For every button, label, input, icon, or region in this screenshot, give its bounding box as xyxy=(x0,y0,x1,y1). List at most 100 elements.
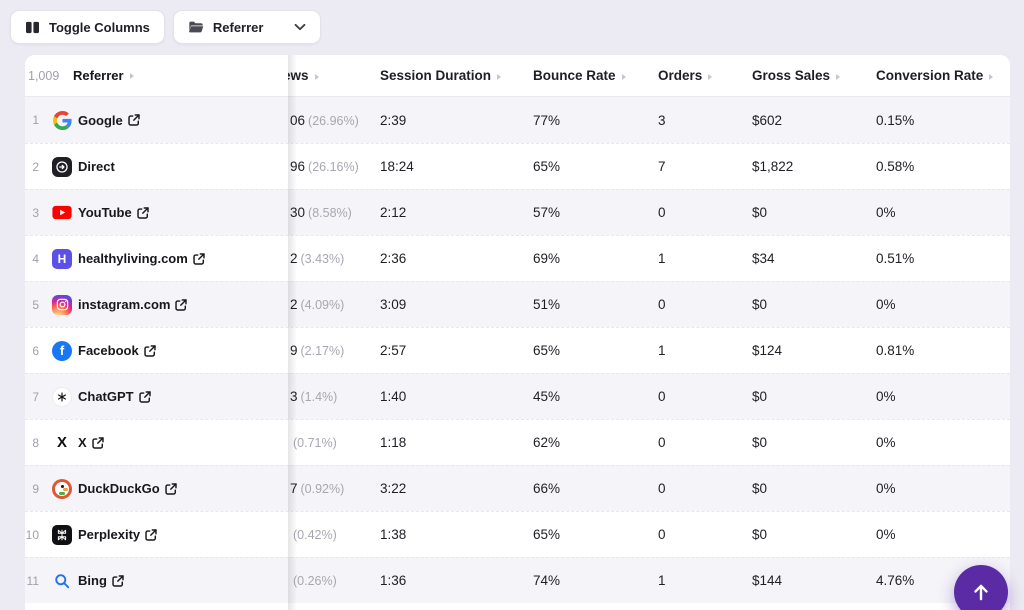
toggle-columns-button[interactable]: Toggle Columns xyxy=(10,10,165,44)
conversion-rate-value: 0% xyxy=(876,527,896,542)
referrer-link[interactable]: DuckDuckGo xyxy=(78,481,160,496)
table-row[interactable]: 10 Perplexity (0.42%) 1:38 65% 0 $0 0% xyxy=(25,511,1010,557)
row-number: 6 xyxy=(32,343,39,358)
table-row[interactable]: 3 YouTube 30 (8.58%) 2:12 57% 0 $0 0% xyxy=(25,189,1010,235)
session-duration-value: 1:36 xyxy=(380,573,407,588)
orders-value: 0 xyxy=(658,389,666,404)
sort-arrow-icon xyxy=(129,72,134,79)
table-row[interactable]: 9 DuckDuckGo 7 (0.92%) 3:22 66% 0 $0 0% xyxy=(25,465,1010,511)
sort-arrow-icon xyxy=(708,74,713,80)
column-header-session-duration[interactable]: Session Duration xyxy=(380,68,533,83)
views-value: 9 xyxy=(290,343,298,358)
views-percent: (0.42%) xyxy=(293,528,337,542)
orders-value: 1 xyxy=(658,573,666,588)
views-percent: (8.58%) xyxy=(308,206,352,220)
external-link-icon[interactable] xyxy=(175,298,188,311)
perplexity-icon xyxy=(52,524,72,545)
views-percent: (2.17%) xyxy=(300,344,345,358)
table-row[interactable]: 1 Google 06 (26.96%) 2:39 77% 3 $602 0.15… xyxy=(25,97,1010,143)
referrer-link[interactable]: X xyxy=(78,435,87,450)
views-percent: (4.09%) xyxy=(300,298,345,312)
external-link-icon[interactable] xyxy=(128,114,140,126)
referrer-filter-button[interactable]: Referrer xyxy=(172,10,322,44)
column-header-bounce-rate[interactable]: Bounce Rate xyxy=(533,68,658,83)
google-favicon-icon xyxy=(52,110,72,130)
referrer-link[interactable]: instagram.com xyxy=(78,297,171,312)
external-link-icon[interactable] xyxy=(143,344,156,357)
orders-value: 1 xyxy=(658,343,666,358)
external-link-icon[interactable] xyxy=(138,390,151,403)
session-duration-value: 1:40 xyxy=(380,389,407,404)
referrer-link[interactable]: healthyliving.com xyxy=(78,251,188,266)
table-row[interactable]: 8 X X (0.71%) 1:18 62% 0 $0 0% xyxy=(25,419,1010,465)
bounce-rate-value: 65% xyxy=(533,527,561,542)
table-row[interactable]: 5 instagram.com 2 (4.09%) 3:09 51% 0 $0 0… xyxy=(25,281,1010,327)
gross-sales-value: $602 xyxy=(752,112,783,128)
external-link-icon[interactable] xyxy=(112,574,124,587)
external-link-icon[interactable] xyxy=(145,528,157,541)
session-duration-value: 2:39 xyxy=(380,112,407,128)
table-row[interactable]: 4 H healthyliving.com 2 (3.43%) 2:36 69% … xyxy=(25,235,1010,281)
views-value: 30 xyxy=(290,205,306,220)
table-row[interactable]: 2 Direct 96 (26.16%) 18:24 65% 7 $1,822 0… xyxy=(25,143,1010,189)
folder-icon xyxy=(188,20,204,34)
total-rows-count: 1,009 xyxy=(28,68,60,83)
views-value: 2 xyxy=(290,251,298,266)
column-header-referrer[interactable]: Referrer xyxy=(73,68,134,83)
conversion-rate-value: 4.76% xyxy=(876,573,915,588)
conversion-rate-value: 0% xyxy=(876,389,896,404)
conversion-rate-value: 0.15% xyxy=(876,112,915,128)
views-percent: (1.4%) xyxy=(300,390,338,404)
views-percent: (3.43%) xyxy=(300,252,345,266)
bounce-rate-value: 69% xyxy=(533,251,561,266)
row-number: 10 xyxy=(25,527,39,542)
table-row[interactable]: 7 ChatGPT 3 (1.4%) 1:40 45% 0 $0 0% xyxy=(25,373,1010,419)
session-duration-value: 3:09 xyxy=(380,297,407,312)
columns-icon xyxy=(25,21,40,34)
column-header-conversion-rate[interactable]: Conversion Rate xyxy=(876,68,1010,83)
conversion-rate-value: 0% xyxy=(876,435,896,450)
bounce-rate-value: 66% xyxy=(533,481,561,496)
referrer-link[interactable]: Bing xyxy=(78,573,107,588)
table-row[interactable]: 6 f Facebook 9 (2.17%) 2:57 65% 1 $124 0.… xyxy=(25,327,1010,373)
external-link-icon[interactable] xyxy=(164,482,177,495)
referrer-link[interactable]: YouTube xyxy=(78,205,132,220)
healthyliving-favicon-icon: H xyxy=(52,248,72,269)
external-link-icon[interactable] xyxy=(193,252,205,265)
orders-value: 0 xyxy=(658,435,666,450)
session-duration-value: 1:18 xyxy=(380,435,407,450)
row-number: 5 xyxy=(32,297,39,312)
orders-value: 1 xyxy=(658,251,666,266)
external-link-icon[interactable] xyxy=(91,436,104,449)
column-header-views[interactable]: ews xyxy=(288,68,380,83)
row-number: 1 xyxy=(32,113,39,127)
gross-sales-value: $0 xyxy=(752,297,768,312)
referrer-name[interactable]: Direct xyxy=(78,159,115,174)
column-header-gross-sales[interactable]: Gross Sales xyxy=(752,68,876,83)
orders-value: 0 xyxy=(658,527,666,542)
gross-sales-value: $34 xyxy=(752,251,775,266)
column-header-orders[interactable]: Orders xyxy=(658,68,752,83)
scroll-to-top-button[interactable] xyxy=(954,565,1008,610)
views-percent: (0.71%) xyxy=(293,436,337,450)
session-duration-value: 2:36 xyxy=(380,251,407,266)
external-link-icon[interactable] xyxy=(136,206,149,219)
referrer-table: 1,009 Referrer ews Session Duration Boun… xyxy=(25,55,1010,610)
gross-sales-value: $1,822 xyxy=(752,159,794,174)
views-value: 3 xyxy=(290,389,298,404)
referrer-link[interactable]: Facebook xyxy=(78,343,139,358)
referrer-link[interactable]: Perplexity xyxy=(78,527,141,542)
sort-arrow-icon xyxy=(497,74,502,80)
gross-sales-value: $0 xyxy=(752,435,768,450)
sort-arrow-icon xyxy=(989,74,994,80)
bounce-rate-value: 65% xyxy=(533,343,561,358)
gross-sales-value: $124 xyxy=(752,343,783,358)
views-percent: (26.16%) xyxy=(308,160,359,174)
conversion-rate-value: 0% xyxy=(876,481,896,496)
orders-value: 0 xyxy=(658,205,666,220)
table-row[interactable]: 11 Bing (0.26%) 1:36 74% 1 $144 4.76% xyxy=(25,557,1010,603)
referrer-link[interactable]: ChatGPT xyxy=(78,389,134,404)
orders-value: 7 xyxy=(658,159,666,174)
referrer-link[interactable]: Google xyxy=(78,112,123,128)
